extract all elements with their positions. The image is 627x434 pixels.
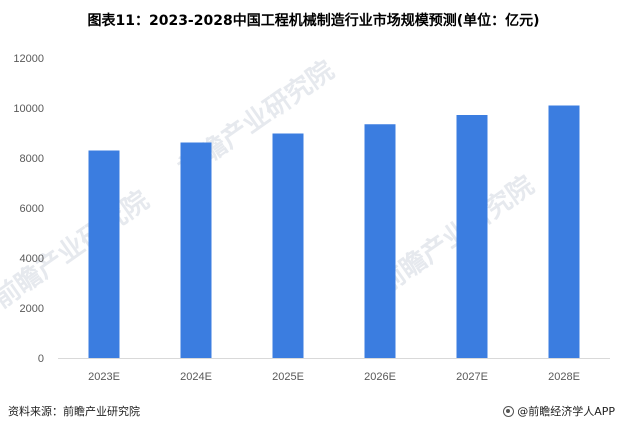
x-tick-label: 2025E <box>272 371 304 383</box>
bar-2026E <box>364 124 396 358</box>
y-tick-label: 6000 <box>20 203 44 215</box>
bar-2028E <box>548 105 580 358</box>
x-tick-label: 2028E <box>548 371 580 383</box>
y-tick-label: 2000 <box>20 303 44 315</box>
y-tick-label: 12000 <box>13 53 44 65</box>
y-tick-label: 4000 <box>20 253 44 265</box>
x-axis-ticks: 2023E 2024E 2025E 2026E 2027E 2028E <box>88 371 580 383</box>
bar-2023E <box>88 150 120 358</box>
source-note: 资料来源：前瞻产业研究院 <box>8 405 140 418</box>
brand-credit: @前瞻经济学人APP <box>503 403 615 419</box>
y-axis-ticks: 0 2000 4000 6000 8000 10000 12000 <box>13 53 44 365</box>
x-tick-label: 2026E <box>364 371 396 383</box>
x-tick-label: 2024E <box>180 371 212 383</box>
bar-2024E <box>180 142 212 358</box>
y-tick-label: 8000 <box>20 153 44 165</box>
y-tick-label: 10000 <box>13 103 44 115</box>
x-tick-label: 2023E <box>88 371 120 383</box>
y-tick-label: 0 <box>38 353 44 365</box>
bars <box>88 105 580 358</box>
bar-2027E <box>456 115 488 358</box>
bar-2025E <box>272 133 304 358</box>
brand-logo-icon <box>503 405 515 417</box>
brand-credit-text: @前瞻经济学人APP <box>517 405 615 418</box>
x-tick-label: 2027E <box>456 371 488 383</box>
chart-title: 图表11：2023-2028中国工程机械制造行业市场规模预测(单位：亿元) <box>87 13 540 29</box>
